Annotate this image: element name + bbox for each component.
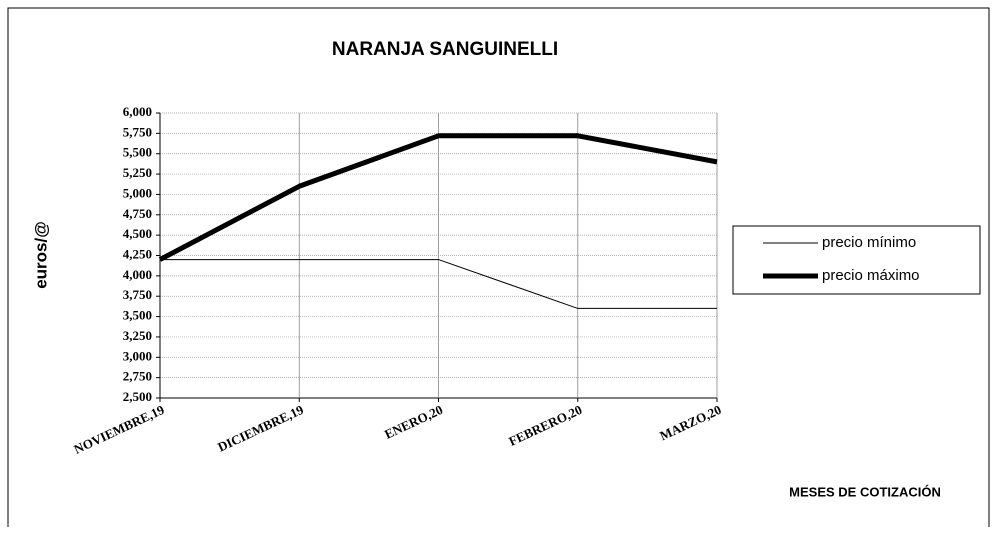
chart-title: NARANJA SANGUINELLI (332, 39, 558, 60)
series-line (158, 133, 718, 262)
legend-label: precio mínimo (822, 234, 916, 251)
y-axis-title: euros/@ (31, 221, 50, 289)
y-tick-label: 5,500 (123, 145, 152, 160)
y-tick-label: 4,500 (123, 226, 152, 241)
y-tick-label: 2,750 (123, 369, 152, 384)
y-tick-label: 6,000 (123, 104, 152, 119)
y-tick-label: 4,750 (123, 206, 152, 221)
y-tick-label: 5,750 (123, 124, 152, 139)
x-axis-title: MESES DE COTIZACIÓN (789, 484, 941, 499)
y-tick-label: 4,000 (123, 267, 152, 282)
series-line (160, 259, 717, 309)
y-tick-label: 3,500 (123, 308, 152, 323)
legend-box (732, 225, 981, 295)
frame (7, 7, 990, 527)
y-tick-label: 4,250 (123, 246, 152, 261)
y-tick-label: 3,750 (123, 287, 152, 302)
y-tick-label: 5,250 (123, 165, 152, 180)
legend-label: precio máximo (822, 267, 920, 284)
y-tick-label: 3,000 (123, 348, 152, 363)
y-tick-label: 5,000 (123, 185, 152, 200)
y-tick-label: 3,250 (123, 328, 152, 343)
y-tick-label: 2,500 (123, 389, 152, 404)
